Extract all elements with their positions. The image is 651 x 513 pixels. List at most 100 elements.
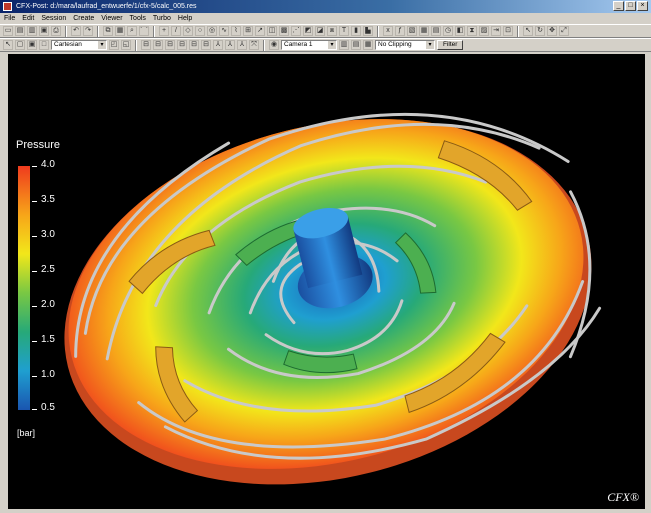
camera-save-icon[interactable]: ▥ bbox=[339, 40, 349, 50]
legend-tick-label: 1.5 bbox=[41, 334, 55, 345]
fit-all-icon[interactable]: ⤧ bbox=[249, 40, 259, 50]
view-neg-x-icon[interactable]: ⊟ bbox=[177, 40, 187, 50]
new-file-icon[interactable]: ▭ bbox=[3, 26, 13, 36]
window-controls: _ □ × bbox=[613, 1, 648, 11]
streamline-icon[interactable]: ∿ bbox=[219, 26, 229, 36]
point-icon[interactable]: + bbox=[159, 26, 169, 36]
chart-icon[interactable]: ▙ bbox=[363, 26, 373, 36]
legend-tick-label: 0.5 bbox=[41, 402, 55, 413]
load-results-icon[interactable]: ▥ bbox=[27, 26, 37, 36]
pick-icon[interactable]: ↖ bbox=[523, 26, 533, 36]
instance-transform-icon[interactable]: ⧈ bbox=[327, 26, 337, 36]
window-title: CFX-Post: d:/mara/laufrad_entwuerfe/1/cf… bbox=[16, 3, 197, 10]
paste-icon[interactable]: ▦ bbox=[115, 26, 125, 36]
user-surface-icon[interactable]: ◪ bbox=[315, 26, 325, 36]
pan-icon[interactable]: ✥ bbox=[547, 26, 557, 36]
animation-icon[interactable]: ◷ bbox=[443, 26, 453, 36]
menu-turbo[interactable]: Turbo bbox=[152, 15, 171, 22]
view-neg-z-icon[interactable]: ⊟ bbox=[201, 40, 211, 50]
legend-tick bbox=[32, 166, 37, 167]
toolbar-separator bbox=[97, 25, 99, 37]
legend-tick-label: 1.0 bbox=[41, 369, 55, 380]
quick-editor-icon[interactable]: ◧ bbox=[455, 26, 465, 36]
rotate-icon[interactable]: ↻ bbox=[535, 26, 545, 36]
legend-tick-label: 4.0 bbox=[41, 159, 55, 170]
toolbar-separator bbox=[153, 25, 155, 37]
legend-tick bbox=[32, 306, 37, 307]
sphere-icon[interactable]: ○ bbox=[195, 26, 205, 36]
plane-icon[interactable]: ◇ bbox=[183, 26, 193, 36]
isometric-view-icon[interactable]: ◱ bbox=[121, 40, 131, 50]
camera-select[interactable]: Camera 1 bbox=[281, 40, 337, 50]
frame-icon[interactable]: □ bbox=[39, 40, 49, 50]
minimize-button[interactable]: _ bbox=[613, 1, 624, 11]
calculator-icon[interactable]: ▧ bbox=[407, 26, 417, 36]
toolbar-separator bbox=[517, 25, 519, 37]
filter-button[interactable]: Filter bbox=[437, 40, 464, 50]
legend-tick-label: 3.0 bbox=[41, 229, 55, 240]
turbo-surface-icon[interactable]: ◩ bbox=[303, 26, 313, 36]
undo-icon[interactable]: ↶ bbox=[71, 26, 81, 36]
view-y-icon[interactable]: ⊟ bbox=[153, 40, 163, 50]
app-icon bbox=[3, 2, 12, 11]
particle-track-icon[interactable]: ⋰ bbox=[291, 26, 301, 36]
color-icon[interactable]: ▣ bbox=[27, 40, 37, 50]
maximize-button[interactable]: □ bbox=[625, 1, 636, 11]
variable-icon[interactable]: x bbox=[383, 26, 393, 36]
macro-icon[interactable]: ▨ bbox=[479, 26, 489, 36]
camera-delete-icon[interactable]: ▤ bbox=[351, 40, 361, 50]
menu-help[interactable]: Help bbox=[177, 15, 193, 22]
legend-icon[interactable]: ▮ bbox=[351, 26, 361, 36]
select-icon[interactable]: ↖ bbox=[3, 40, 13, 50]
camera-icon[interactable]: ◉ bbox=[269, 40, 279, 50]
pressure-colorbar bbox=[18, 166, 30, 410]
turbo-icon[interactable]: ⊡ bbox=[503, 26, 513, 36]
lasso-icon[interactable]: ⌒ bbox=[139, 26, 149, 36]
3d-viewer[interactable]: Pressure 4.0 3.5 3.0 2.5 2.0 1.5 1.0 0.5… bbox=[8, 54, 645, 509]
table-icon[interactable]: ▦ bbox=[419, 26, 429, 36]
axis-x-icon[interactable]: ⅄ bbox=[213, 40, 223, 50]
open-folder-icon[interactable]: ▤ bbox=[15, 26, 25, 36]
export-icon[interactable]: ⇥ bbox=[491, 26, 501, 36]
toolbar-separator bbox=[65, 25, 67, 37]
expression-icon[interactable]: ƒ bbox=[395, 26, 405, 36]
timestep-icon[interactable]: ⧗ bbox=[467, 26, 477, 36]
isosurface-icon[interactable]: ◎ bbox=[207, 26, 217, 36]
axis-y-icon[interactable]: ⅄ bbox=[225, 40, 235, 50]
viewport-layout-icon[interactable]: ▢ bbox=[15, 40, 25, 50]
view-z-icon[interactable]: ⊟ bbox=[165, 40, 175, 50]
fit-view-icon[interactable]: ⤢ bbox=[559, 26, 569, 36]
menu-file[interactable]: File bbox=[4, 15, 16, 22]
polyline-icon[interactable]: ⌇ bbox=[231, 26, 241, 36]
volume-icon[interactable]: ⊞ bbox=[243, 26, 253, 36]
print-icon[interactable]: ⎙ bbox=[51, 26, 61, 36]
contour-icon[interactable]: ◫ bbox=[267, 26, 277, 36]
redo-icon[interactable]: ↷ bbox=[83, 26, 93, 36]
menu-bar: File Edit Session Create Viewer Tools Tu… bbox=[0, 13, 651, 24]
menu-create[interactable]: Create bbox=[73, 15, 95, 22]
status-strip bbox=[0, 509, 651, 513]
report-icon[interactable]: ▤ bbox=[431, 26, 441, 36]
clipping-select[interactable]: No Clipping bbox=[375, 40, 435, 50]
menu-tools[interactable]: Tools bbox=[129, 15, 146, 22]
toolbar-separator bbox=[263, 39, 265, 51]
camera-settings-icon[interactable]: ▦ bbox=[363, 40, 373, 50]
menu-viewer[interactable]: Viewer bbox=[101, 15, 123, 22]
line-icon[interactable]: / bbox=[171, 26, 181, 36]
vector-icon[interactable]: ↗ bbox=[255, 26, 265, 36]
coordinate-system-select[interactable]: Cartesian bbox=[51, 40, 107, 50]
menu-edit[interactable]: Edit bbox=[22, 15, 35, 22]
view-neg-y-icon[interactable]: ⊟ bbox=[189, 40, 199, 50]
text-icon[interactable]: T bbox=[339, 26, 349, 36]
axis-z-icon[interactable]: ⅄ bbox=[237, 40, 247, 50]
menu-session[interactable]: Session bbox=[41, 15, 67, 22]
save-icon[interactable]: ▣ bbox=[39, 26, 49, 36]
legend-tick bbox=[32, 201, 37, 202]
copy-icon[interactable]: ⧉ bbox=[103, 26, 113, 36]
cfx-logo: CFX® bbox=[607, 490, 639, 504]
zoom-icon[interactable]: ⌕ bbox=[127, 26, 137, 36]
view-x-icon[interactable]: ⊟ bbox=[141, 40, 151, 50]
close-button[interactable]: × bbox=[637, 1, 648, 11]
snapshot-icon[interactable]: ◰ bbox=[109, 40, 119, 50]
surface-group-icon[interactable]: ▩ bbox=[279, 26, 289, 36]
